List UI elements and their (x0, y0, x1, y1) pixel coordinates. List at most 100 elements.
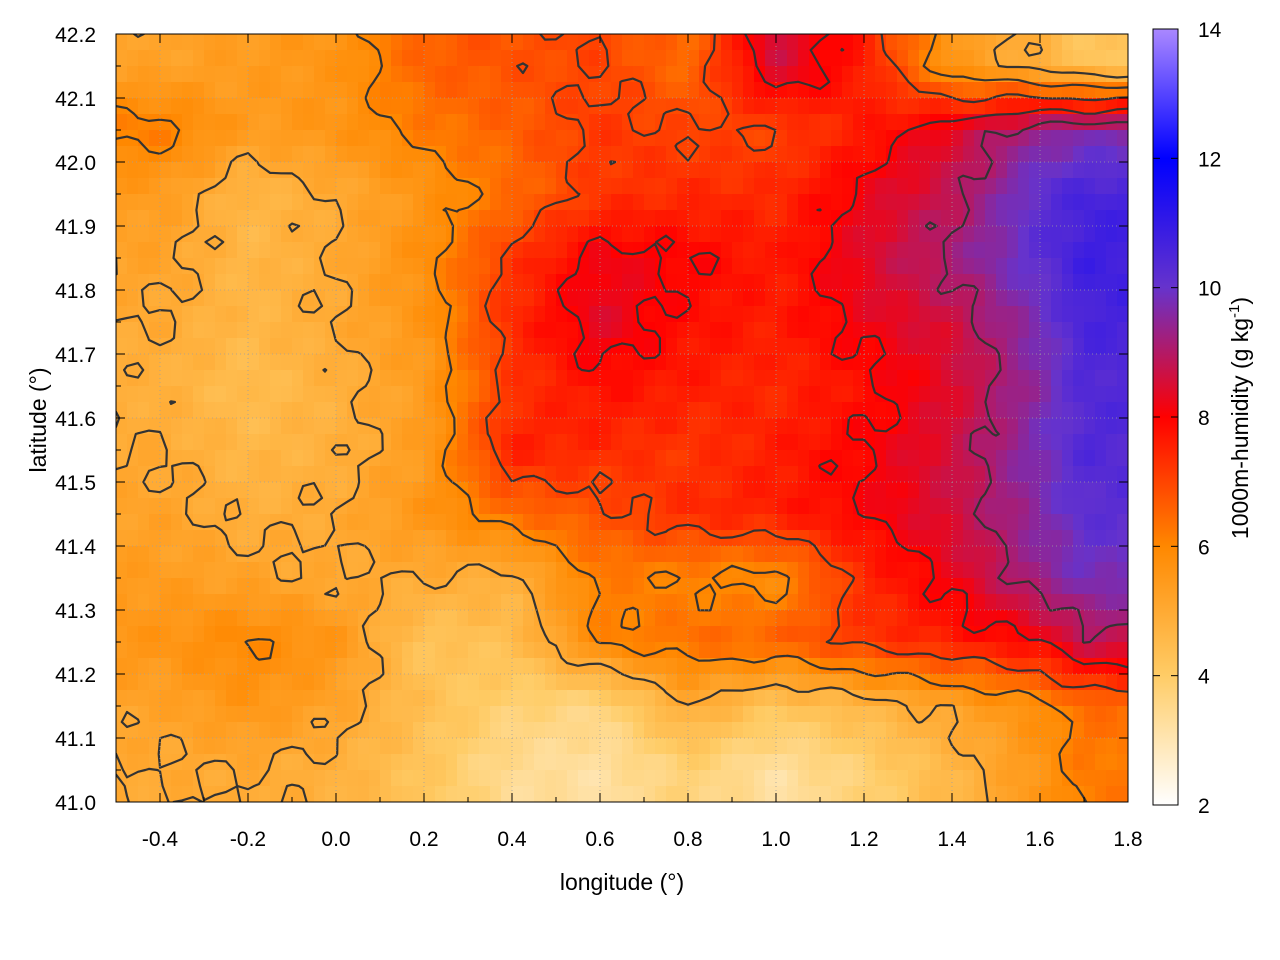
heatmap-cell (963, 498, 975, 515)
heatmap-cell (952, 674, 964, 691)
heatmap-cell (182, 338, 194, 355)
heatmap-cell (864, 498, 876, 515)
heatmap-cell (391, 146, 403, 163)
heatmap-cell (798, 658, 810, 675)
heatmap-cell (424, 178, 436, 195)
heatmap-cell (325, 402, 337, 419)
heatmap-cell (545, 146, 557, 163)
heatmap-cell (314, 82, 326, 99)
heatmap-cell (886, 354, 898, 371)
heatmap-cell (952, 82, 964, 99)
heatmap-cell (809, 626, 821, 643)
heatmap-cell (930, 258, 942, 275)
heatmap-cell (182, 370, 194, 387)
heatmap-cell (171, 610, 183, 627)
heatmap-cell (490, 754, 502, 771)
heatmap-cell (248, 434, 260, 451)
heatmap-cell (259, 242, 271, 259)
heatmap-cell (446, 674, 458, 691)
heatmap-cell (501, 386, 513, 403)
heatmap-cell (941, 482, 953, 499)
heatmap-cell (1095, 354, 1107, 371)
heatmap-cell (149, 450, 161, 467)
heatmap-cell (380, 322, 392, 339)
heatmap-cell (226, 82, 238, 99)
heatmap-cell (292, 162, 304, 179)
heatmap-cell (226, 450, 238, 467)
heatmap-cell (1007, 706, 1019, 723)
heatmap-cell (567, 354, 579, 371)
heatmap-cell (358, 434, 370, 451)
heatmap-cell (732, 578, 744, 595)
heatmap-cell (149, 210, 161, 227)
heatmap-cell (226, 98, 238, 115)
heatmap-cell (292, 194, 304, 211)
heatmap-cell (864, 546, 876, 563)
heatmap-cell (545, 162, 557, 179)
heatmap-cell (479, 114, 491, 131)
heatmap-cell (545, 386, 557, 403)
heatmap-cell (600, 178, 612, 195)
heatmap-cell (435, 194, 447, 211)
heatmap-cell (919, 258, 931, 275)
heatmap-cell (248, 242, 260, 259)
heatmap-cell (369, 530, 381, 547)
heatmap-cell (1073, 578, 1085, 595)
heatmap-cell (303, 98, 315, 115)
heatmap-cell (435, 786, 447, 802)
heatmap-cell (710, 466, 722, 483)
heatmap-cell (1018, 178, 1030, 195)
heatmap-cell (501, 674, 513, 691)
heatmap-cell (677, 258, 689, 275)
heatmap-cell (138, 306, 150, 323)
heatmap-cell (644, 338, 656, 355)
heatmap-cell (303, 322, 315, 339)
heatmap-cell (985, 226, 997, 243)
heatmap-cell (809, 770, 821, 787)
heatmap-cell (578, 34, 590, 51)
heatmap-cell (1084, 114, 1096, 131)
heatmap-cell (182, 34, 194, 51)
heatmap-cell (743, 370, 755, 387)
heatmap-cell (930, 226, 942, 243)
heatmap-cell (523, 242, 535, 259)
heatmap-cell (171, 498, 183, 515)
heatmap-cell (721, 354, 733, 371)
heatmap-cell (754, 546, 766, 563)
heatmap-cell (237, 706, 249, 723)
heatmap-cell (127, 386, 139, 403)
heatmap-cell (457, 242, 469, 259)
heatmap-cell (479, 610, 491, 627)
heatmap-cell (820, 482, 832, 499)
heatmap-cell (292, 242, 304, 259)
heatmap-cell (1117, 386, 1128, 403)
heatmap-cell (1095, 466, 1107, 483)
heatmap-cell (600, 338, 612, 355)
heatmap-cell (1051, 130, 1063, 147)
heatmap-cell (831, 498, 843, 515)
heatmap-cell (325, 82, 337, 99)
heatmap-cell (644, 754, 656, 771)
heatmap-cell (523, 610, 535, 627)
heatmap-cell (655, 210, 667, 227)
heatmap-cell (787, 626, 799, 643)
heatmap-cell (1051, 242, 1063, 259)
heatmap-cell (116, 514, 128, 531)
heatmap-cell (435, 306, 447, 323)
heatmap-cell (1040, 642, 1052, 659)
heatmap-cell (952, 354, 964, 371)
heatmap-cell (798, 482, 810, 499)
heatmap-cell (886, 754, 898, 771)
heatmap-cell (435, 226, 447, 243)
heatmap-cell (347, 194, 359, 211)
heatmap-cell (479, 226, 491, 243)
y-tick-label: 41.3 (55, 600, 96, 623)
heatmap-cell (248, 370, 260, 387)
heatmap-cell (1051, 546, 1063, 563)
heatmap-cell (688, 706, 700, 723)
heatmap-cell (941, 546, 953, 563)
heatmap-cell (919, 386, 931, 403)
heatmap-cell (611, 706, 623, 723)
heatmap-cell (655, 530, 667, 547)
heatmap-cell (556, 34, 568, 51)
